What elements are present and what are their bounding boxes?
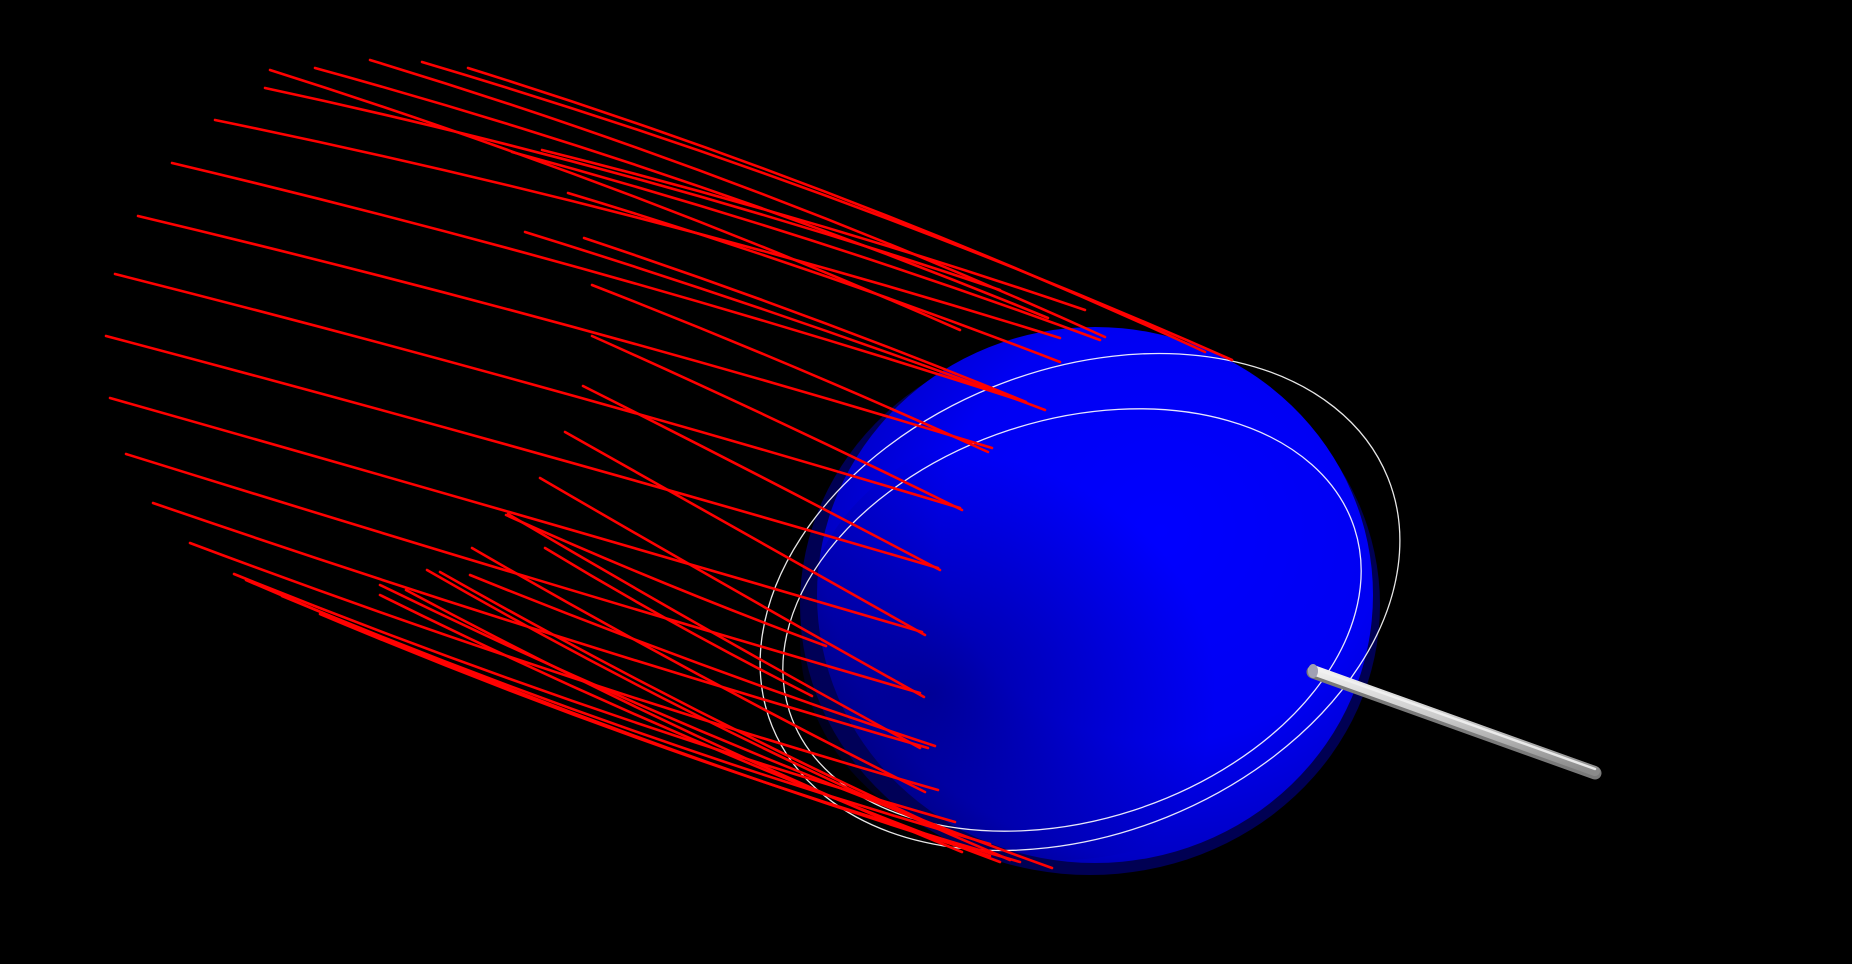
field-line bbox=[590, 283, 990, 454]
blue-sphere[interactable] bbox=[800, 327, 1380, 875]
field-line bbox=[368, 58, 1107, 339]
field-line bbox=[504, 513, 828, 648]
field-line bbox=[113, 272, 962, 510]
field-line bbox=[506, 512, 922, 750]
gray-rod[interactable] bbox=[1306, 664, 1602, 780]
field-line bbox=[466, 66, 1207, 354]
field-line bbox=[540, 148, 1087, 312]
field-line bbox=[263, 86, 1002, 292]
field-line bbox=[538, 476, 926, 699]
field-line bbox=[470, 546, 927, 794]
field-line bbox=[378, 593, 1002, 864]
field-line bbox=[543, 546, 814, 698]
field-line bbox=[188, 541, 940, 792]
field-line bbox=[108, 396, 924, 634]
field-line bbox=[590, 334, 964, 512]
field-line bbox=[104, 334, 940, 570]
orbit-ring bbox=[759, 352, 1401, 852]
field-line bbox=[523, 230, 1047, 412]
field-line bbox=[438, 570, 942, 830]
field-line bbox=[404, 588, 964, 854]
field-line bbox=[213, 118, 1062, 340]
field-line bbox=[244, 578, 992, 858]
field-line bbox=[313, 66, 1050, 320]
field-line bbox=[136, 214, 994, 450]
field-line bbox=[151, 501, 930, 750]
field-lines bbox=[104, 58, 1234, 870]
field-line bbox=[425, 568, 1012, 862]
field-line bbox=[510, 150, 1102, 342]
field-line bbox=[563, 430, 927, 637]
field-line bbox=[420, 60, 1234, 362]
field-line bbox=[268, 68, 962, 332]
orbit-ring bbox=[782, 408, 1362, 832]
field-line bbox=[468, 573, 937, 748]
orbit-rings bbox=[759, 352, 1401, 852]
field-line bbox=[581, 384, 942, 572]
field-line bbox=[378, 583, 1054, 870]
field-line bbox=[566, 191, 1062, 364]
field-line bbox=[582, 236, 1028, 404]
field-line bbox=[124, 452, 922, 695]
field-line bbox=[170, 161, 1027, 404]
